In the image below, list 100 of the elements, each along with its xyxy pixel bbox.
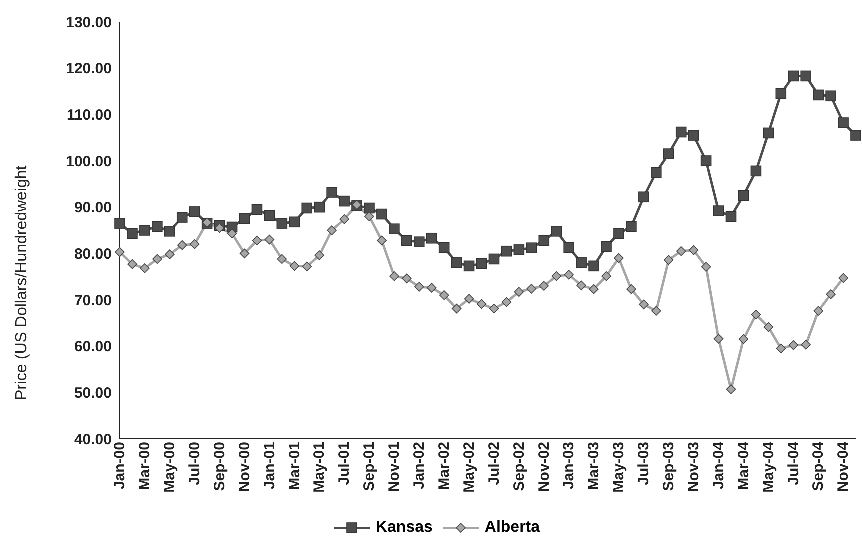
point [538, 235, 550, 246]
x-tick-label: Sep-03 [660, 442, 678, 492]
point [614, 228, 624, 240]
point [614, 253, 624, 264]
point [776, 88, 787, 100]
y-tick-label: 110.00 [66, 106, 112, 124]
point [114, 218, 126, 229]
x-tick-label: Nov-02 [536, 442, 553, 492]
point [190, 240, 200, 250]
point [826, 90, 836, 102]
legend-label: Alberta [484, 519, 540, 537]
y-tick-label: 90.00 [74, 200, 112, 217]
y-tick-label: 50.00 [74, 384, 112, 402]
point [414, 282, 424, 292]
point [514, 287, 524, 298]
y-tick-label: 70.00 [74, 292, 112, 310]
x-tick-label: Jan-00 [112, 442, 129, 490]
x-tick-label: May-03 [610, 442, 628, 493]
point [663, 148, 674, 160]
x-tick-label: Sep-02 [510, 442, 528, 492]
point [326, 187, 338, 198]
point [726, 384, 736, 394]
x-tick-label: Jan-02 [411, 442, 428, 490]
point [240, 248, 250, 259]
point [751, 310, 762, 320]
point [526, 242, 538, 254]
point [414, 236, 425, 248]
x-tick-label: Sep-01 [361, 442, 378, 492]
x-tick-label: Jul-00 [186, 442, 204, 486]
x-tick-label: Jan-01 [261, 442, 278, 490]
point [165, 250, 175, 260]
point [339, 196, 350, 207]
point [364, 202, 375, 214]
point [688, 130, 700, 141]
point [476, 299, 487, 310]
point [176, 212, 188, 223]
point [364, 212, 374, 222]
point [502, 297, 512, 308]
x-tick-label: Jan-03 [560, 442, 578, 490]
point [763, 128, 774, 139]
point [115, 247, 125, 258]
point [576, 258, 587, 268]
point [676, 246, 686, 256]
point [552, 271, 562, 282]
x-tick-label: May-00 [162, 442, 179, 493]
point [714, 334, 724, 344]
point [626, 284, 636, 294]
point [489, 304, 500, 314]
point [227, 228, 238, 239]
point [239, 214, 250, 224]
point [764, 322, 774, 332]
point [576, 280, 586, 291]
point [788, 70, 800, 82]
point [652, 306, 662, 316]
point [539, 281, 550, 291]
point [452, 304, 462, 314]
y-tick-label: 60.00 [74, 338, 112, 356]
point [276, 218, 288, 229]
point [264, 234, 275, 245]
point [438, 242, 450, 254]
point [140, 264, 150, 274]
point [152, 221, 163, 232]
point [402, 235, 412, 246]
point [726, 211, 737, 222]
point [289, 216, 300, 228]
point [601, 241, 612, 252]
x-tick-label: Jul-02 [486, 442, 503, 486]
point [564, 242, 574, 254]
point [738, 334, 749, 344]
point [426, 232, 438, 244]
point [302, 262, 312, 272]
point [564, 270, 574, 280]
point [813, 90, 824, 101]
point [340, 214, 350, 224]
point [426, 283, 437, 293]
point [776, 344, 786, 354]
point [314, 250, 324, 260]
x-tick-label: Nov-01 [386, 442, 404, 492]
point [701, 262, 712, 272]
point [402, 274, 412, 284]
point [602, 271, 612, 282]
point [651, 167, 662, 178]
point [638, 192, 650, 203]
y-tick-label: 80.00 [74, 246, 112, 263]
point [676, 126, 687, 138]
point [464, 294, 474, 304]
point [389, 224, 400, 235]
point [177, 240, 188, 250]
point [377, 236, 387, 246]
point [713, 206, 724, 216]
point [127, 228, 138, 240]
point [164, 226, 176, 237]
point [376, 208, 388, 220]
point [838, 273, 848, 284]
point [488, 254, 500, 265]
x-tick-label: Nov-04 [835, 441, 852, 492]
point [826, 290, 836, 300]
x-tick-label: Nov-00 [236, 442, 254, 492]
x-tick-label: May-04 [760, 441, 778, 493]
point [750, 166, 762, 177]
